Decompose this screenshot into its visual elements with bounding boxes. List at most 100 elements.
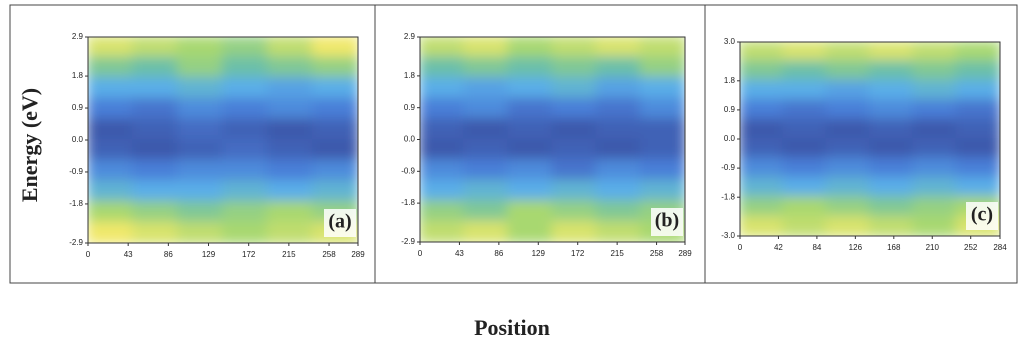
heatmap-cell <box>825 99 871 121</box>
x-tick-label: 172 <box>571 249 585 258</box>
heatmap-cell <box>88 180 134 203</box>
heatmap-cell <box>912 215 958 236</box>
heatmap-cell <box>869 42 915 63</box>
heatmap-cell <box>551 56 598 79</box>
y-tick-label: 2.9 <box>404 32 416 41</box>
heatmap-cell <box>312 97 358 121</box>
heatmap-cell <box>551 37 598 59</box>
x-tick-label: 252 <box>964 243 978 252</box>
heatmap-cell <box>912 118 958 140</box>
heatmap-cell <box>912 138 958 160</box>
heatmap-cell <box>177 200 224 224</box>
heatmap-cell <box>177 221 224 243</box>
heatmap-cell <box>507 97 554 120</box>
x-axis-label: Position <box>474 315 550 340</box>
heatmap-cell <box>782 215 828 236</box>
heatmap-cell <box>825 138 871 160</box>
heatmap-cell <box>912 79 958 102</box>
heatmap-cell <box>825 79 871 102</box>
heatmap-cell <box>312 159 358 183</box>
heatmap-cell <box>267 139 314 162</box>
y-tick-label: -1.8 <box>69 199 83 208</box>
heatmap-cell <box>88 37 134 59</box>
y-tick-label: 1.8 <box>72 71 84 80</box>
heatmap-cell <box>132 180 179 203</box>
heatmap-cell <box>595 138 642 161</box>
heatmap-cell <box>825 60 871 82</box>
heatmap <box>88 37 358 243</box>
heatmap-cell <box>869 99 915 121</box>
heatmap-cell <box>955 118 1000 140</box>
heatmap <box>740 42 1000 236</box>
heatmap-cell <box>782 79 828 102</box>
x-tick-label: 0 <box>738 243 743 252</box>
heatmap-cell <box>222 139 269 162</box>
x-tick-label: 172 <box>242 250 256 259</box>
heatmap-cell <box>420 138 466 161</box>
heatmap-cell <box>88 56 134 80</box>
heatmap-cell <box>507 200 554 223</box>
heatmap-cell <box>132 37 179 59</box>
heatmap-cell <box>507 56 554 79</box>
x-tick-label: 129 <box>202 250 216 259</box>
heatmap-cell <box>132 139 179 162</box>
heatmap-cell <box>132 159 179 183</box>
heatmap-cell <box>88 97 134 121</box>
heatmap-cell <box>507 77 554 100</box>
heatmap-cell <box>132 221 179 243</box>
heatmap-cell <box>463 138 510 161</box>
heatmap-cell <box>463 37 510 59</box>
heatmap-cell <box>551 97 598 120</box>
heatmap-cell <box>955 79 1000 102</box>
y-tick-label: 0.9 <box>404 103 416 112</box>
x-tick-label: 42 <box>774 243 783 252</box>
heatmap-cell <box>222 159 269 183</box>
heatmap-cell <box>869 157 915 179</box>
y-tick-label: -0.9 <box>721 163 735 172</box>
heatmap-cell <box>507 118 554 141</box>
heatmap-cell <box>740 196 785 218</box>
heatmap-cell <box>267 118 314 141</box>
y-tick-label: 0.9 <box>72 103 84 112</box>
heatmap-cell <box>267 200 314 224</box>
y-tick-label: 0.9 <box>724 105 736 114</box>
heatmap-cell <box>177 56 224 80</box>
panel-label: (c) <box>971 204 993 226</box>
heatmap-cell <box>740 157 785 179</box>
heatmap-cell <box>551 138 598 161</box>
x-tick-label: 0 <box>86 250 91 259</box>
heatmap-cell <box>825 118 871 140</box>
heatmap-cell <box>267 159 314 183</box>
heatmap-cell <box>222 118 269 141</box>
x-tick-label: 289 <box>351 250 365 259</box>
heatmap-cell <box>312 139 358 162</box>
heatmap-cell <box>88 200 134 224</box>
heatmap-cell <box>782 196 828 218</box>
heatmap-cell <box>312 118 358 141</box>
heatmap-cell <box>869 118 915 140</box>
heatmap-cell <box>869 138 915 160</box>
heatmap-cell <box>955 138 1000 160</box>
label-box <box>651 208 683 236</box>
y-tick-label: 3.0 <box>724 37 736 46</box>
heatmap-cell <box>267 37 314 59</box>
heatmap-cell <box>420 179 466 202</box>
heatmap-cell <box>912 176 958 199</box>
heatmap-cell <box>912 60 958 82</box>
y-tick-label: -1.8 <box>721 192 735 201</box>
y-tick-label: -0.9 <box>69 167 83 176</box>
y-tick-label: -3.0 <box>721 231 735 240</box>
heatmap-cell <box>463 220 510 242</box>
heatmap-cell <box>595 97 642 120</box>
heatmap-cell <box>420 97 466 120</box>
heatmap <box>420 37 685 242</box>
heatmap-cell <box>740 215 785 236</box>
heatmap-cell <box>639 56 685 79</box>
heatmap-cell <box>222 37 269 59</box>
y-tick-label: -2.9 <box>401 237 415 246</box>
y-axis-label: Energy (eV) <box>17 88 42 202</box>
heatmap-cell <box>420 77 466 100</box>
heatmap-cell <box>507 37 554 59</box>
heatmap-cell <box>955 42 1000 63</box>
x-tick-label: 86 <box>494 249 503 258</box>
